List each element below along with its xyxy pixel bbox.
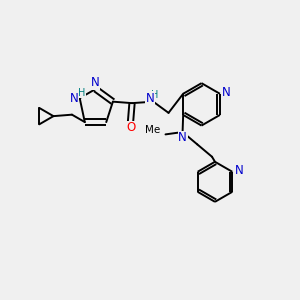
Text: Me: Me	[145, 125, 160, 135]
Text: N: N	[70, 92, 79, 105]
Text: O: O	[126, 122, 135, 134]
Text: N: N	[222, 86, 231, 99]
Text: N: N	[234, 164, 243, 177]
Text: N: N	[91, 76, 100, 89]
Text: N: N	[146, 92, 155, 105]
Text: H: H	[78, 88, 85, 98]
Text: N: N	[178, 131, 187, 144]
Text: H: H	[151, 90, 158, 100]
